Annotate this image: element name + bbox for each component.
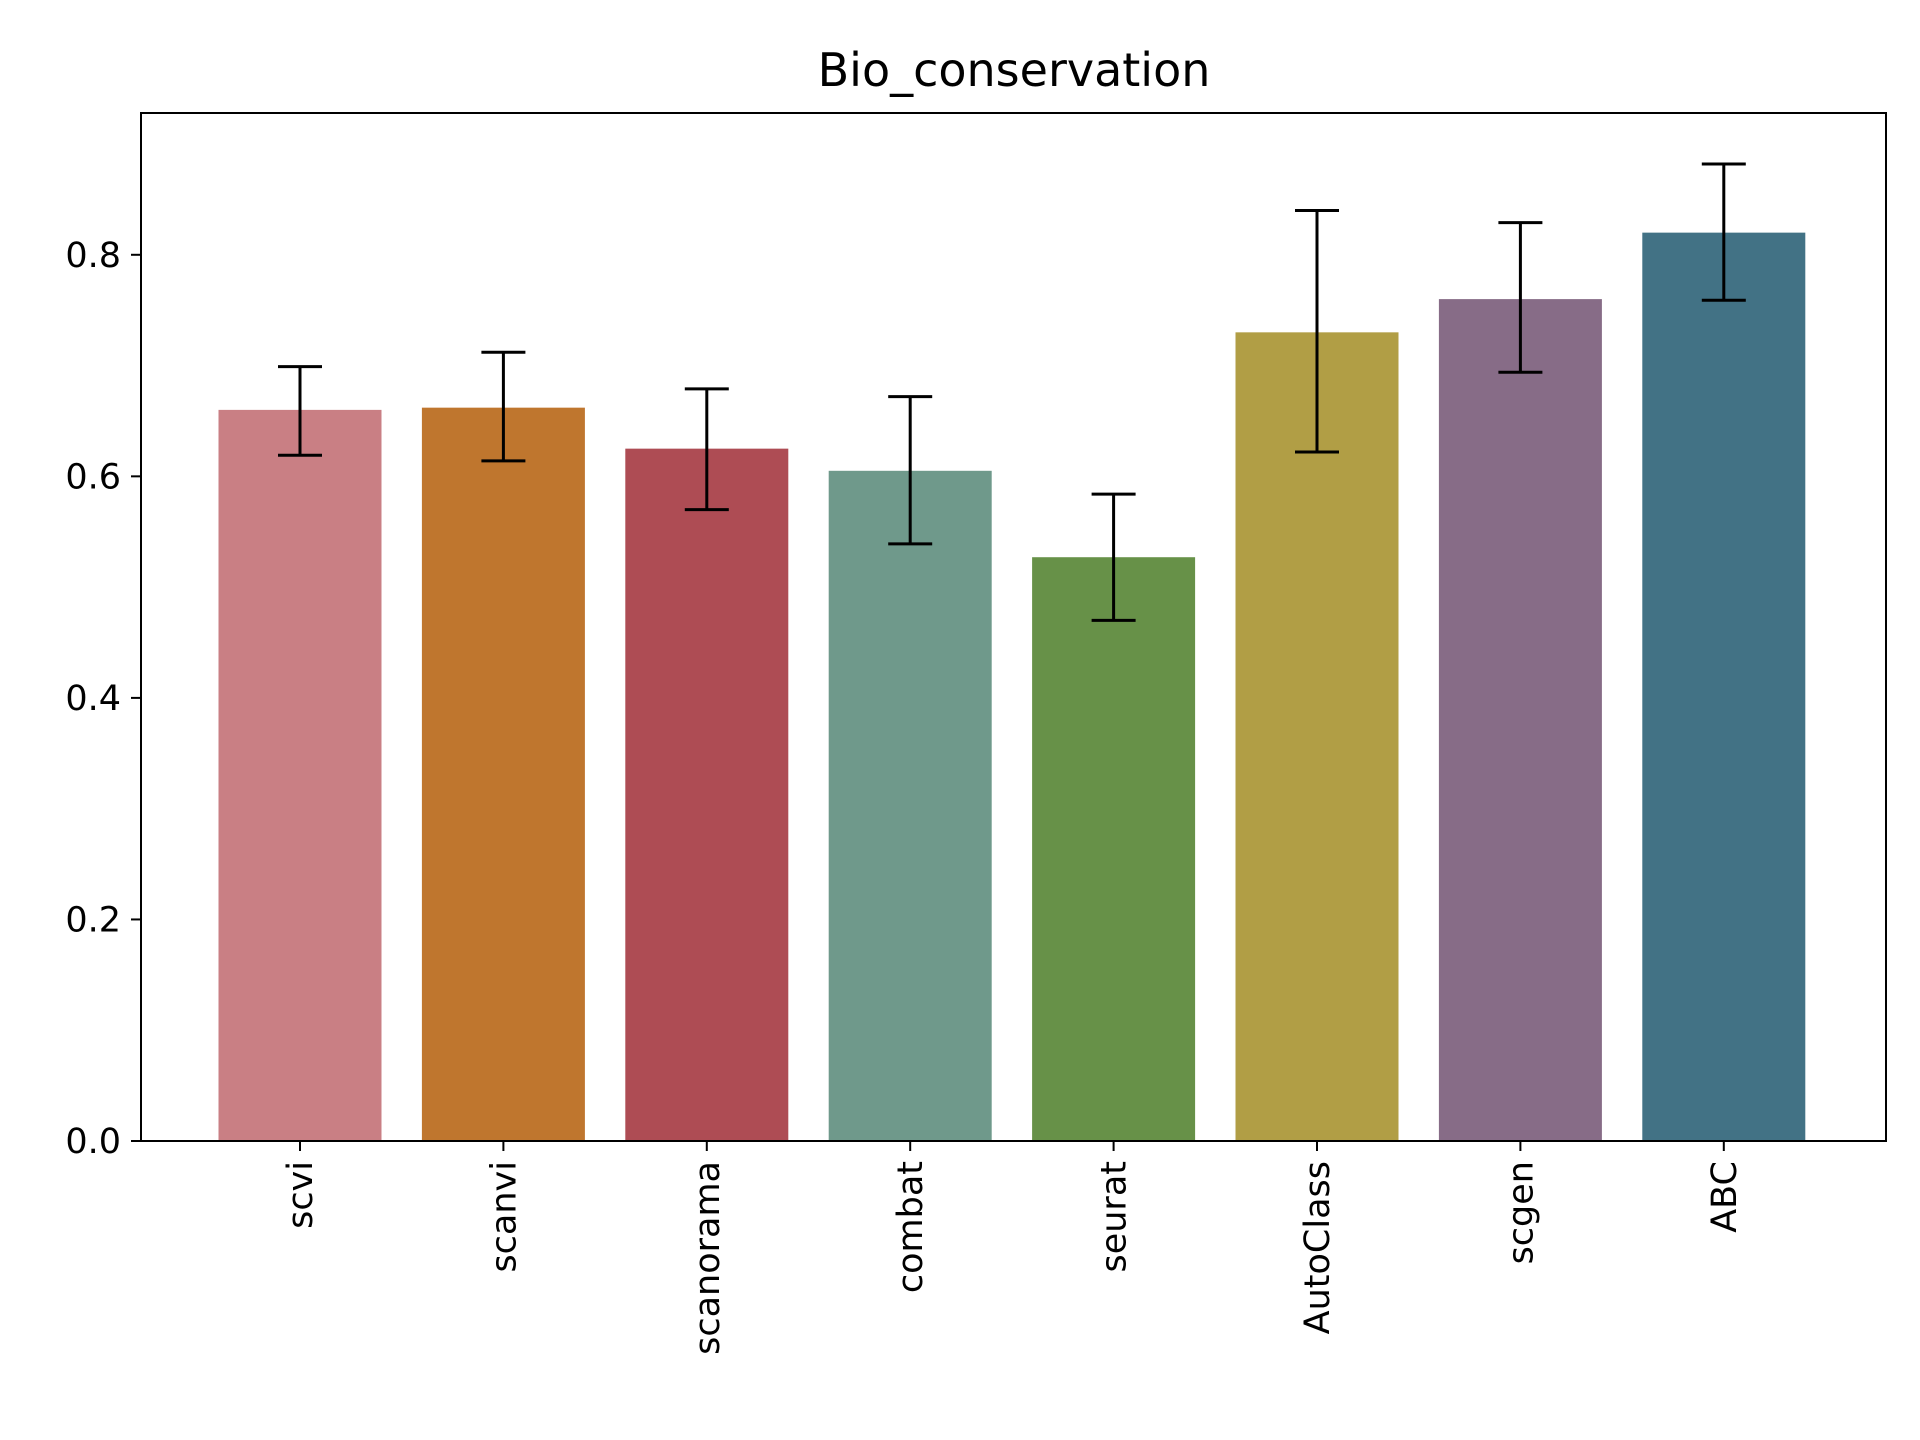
x-tick-label-abc: ABC (1705, 1161, 1745, 1233)
bar-scgen (1438, 299, 1602, 1141)
bar-autoclass (1235, 332, 1399, 1142)
y-tick-label: 0.0 (65, 1122, 121, 1162)
bar-scanvi (421, 407, 585, 1141)
x-tick-label-seurat: seurat (1095, 1161, 1135, 1273)
x-tick-label-autoclass: AutoClass (1298, 1161, 1338, 1334)
bar-combat (828, 470, 992, 1141)
x-tick-label-scanvi: scanvi (484, 1161, 524, 1273)
error-bar-seurat (1091, 492, 1136, 622)
chart-title: Bio_conservation (818, 43, 1211, 97)
plot-frame (140, 112, 1887, 1142)
error-bar-combat (888, 395, 933, 546)
x-tick-label-scgen: scgen (1501, 1161, 1541, 1264)
bar-seurat (1032, 557, 1196, 1141)
error-bar-scanorama (684, 387, 729, 512)
bar-abc (1642, 232, 1806, 1141)
y-tick-label: 0.4 (65, 679, 121, 719)
x-axis: scvi scanvi scanorama combat seurat AutoClass… (281, 1141, 1745, 1355)
error-bar-scgen (1498, 221, 1543, 374)
x-tick-label-scvi: scvi (281, 1161, 321, 1229)
y-tick-label: 0.6 (65, 457, 121, 497)
bars-layer (218, 232, 1806, 1142)
x-tick-label-combat: combat (891, 1161, 931, 1293)
error-bars-layer (278, 162, 1746, 622)
y-tick-label: 0.2 (65, 900, 121, 940)
y-axis: 0.0 0.2 0.4 0.6 0.8 (65, 236, 141, 1162)
error-bar-abc (1701, 162, 1746, 302)
error-bar-scanvi (481, 350, 526, 463)
y-tick-label: 0.8 (65, 236, 121, 276)
bar-scvi (218, 409, 382, 1142)
error-bar-autoclass (1295, 208, 1339, 454)
bar-scanorama (625, 448, 789, 1141)
x-tick-label-scanorama: scanorama (688, 1161, 728, 1355)
error-bar-scvi (278, 365, 322, 457)
